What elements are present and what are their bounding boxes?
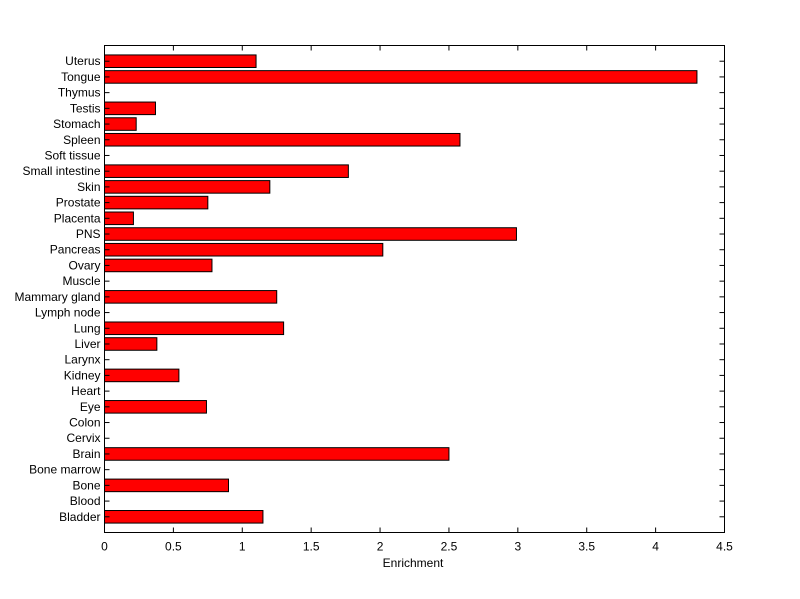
y-tick-label: Eye bbox=[80, 400, 101, 414]
y-tick-label: Tongue bbox=[61, 70, 101, 84]
x-tick-label: 4 bbox=[652, 540, 659, 554]
y-tick-label: Mammary gland bbox=[14, 290, 100, 304]
bar-bladder bbox=[104, 510, 264, 524]
y-tick-label: Bone bbox=[72, 478, 100, 492]
y-tick-label: Skin bbox=[77, 180, 100, 194]
x-tick-label: 3.5 bbox=[578, 540, 595, 554]
bar-pancreas bbox=[104, 242, 384, 257]
y-tick-label: Blood bbox=[70, 494, 101, 508]
y-tick-label: Bladder bbox=[59, 510, 100, 524]
y-tick-label: Larynx bbox=[64, 353, 100, 367]
y-tick-label: Cervix bbox=[66, 431, 100, 445]
bar-bone bbox=[104, 478, 229, 493]
y-tick-label: Muscle bbox=[62, 274, 100, 288]
y-tick-label: Uterus bbox=[65, 54, 100, 68]
bar-testis bbox=[104, 101, 156, 116]
x-tick-label: 0 bbox=[101, 540, 108, 554]
y-tick-label: Small intestine bbox=[22, 164, 100, 178]
x-tick-label: 1.5 bbox=[303, 540, 320, 554]
y-tick-label: Spleen bbox=[63, 133, 100, 147]
y-tick-label: Lung bbox=[74, 321, 101, 335]
bar-tongue bbox=[104, 70, 698, 84]
bar-ovary bbox=[104, 258, 213, 273]
y-tick-label: Ovary bbox=[68, 258, 100, 272]
x-tick-label: 3 bbox=[514, 540, 521, 554]
ticks-group bbox=[104, 45, 725, 533]
y-tick-label: Pancreas bbox=[50, 243, 101, 257]
y-tick-label: Testis bbox=[70, 101, 101, 115]
y-tick-label: Bone marrow bbox=[29, 463, 101, 477]
bar-pns bbox=[104, 227, 517, 241]
x-axis-title: Enrichment bbox=[383, 556, 444, 570]
x-tick-label: 2 bbox=[377, 540, 384, 554]
y-tick-label: Lymph node bbox=[35, 306, 101, 320]
bar-lung bbox=[104, 321, 285, 336]
x-tick-labels: 0 0.5 1 1.5 2 2.5 3 3.5 4 4.5 bbox=[101, 540, 733, 554]
x-tick-label: 2.5 bbox=[441, 540, 458, 554]
y-tick-label: Colon bbox=[69, 416, 100, 430]
bar-uterus bbox=[104, 54, 257, 68]
y-tick-label: Kidney bbox=[64, 368, 101, 382]
y-tick-label: Placenta bbox=[54, 211, 101, 225]
x-tick-label: 0.5 bbox=[165, 540, 182, 554]
y-tick-label: Thymus bbox=[58, 86, 101, 100]
y-tick-label: Soft tissue bbox=[44, 148, 100, 162]
bar-eye bbox=[104, 400, 207, 414]
bar-small-intestine bbox=[104, 164, 349, 178]
bar-liver bbox=[104, 337, 158, 351]
y-tick-label: Stomach bbox=[53, 117, 100, 131]
y-tick-label: PNS bbox=[76, 227, 101, 241]
y-tick-label: Liver bbox=[74, 337, 100, 351]
y-tick-label: Brain bbox=[72, 447, 100, 461]
x-tick-label: 1 bbox=[239, 540, 246, 554]
bar-spleen bbox=[104, 132, 461, 147]
bar-kidney bbox=[104, 368, 180, 383]
x-tick-label: 4.5 bbox=[716, 540, 733, 554]
bar-brain bbox=[104, 447, 450, 461]
y-tick-label: Prostate bbox=[56, 196, 101, 210]
bar-skin bbox=[104, 180, 271, 194]
bar-mammary-gland bbox=[104, 290, 278, 304]
y-tick-label: Heart bbox=[71, 384, 101, 398]
bar-prostate bbox=[104, 195, 209, 210]
